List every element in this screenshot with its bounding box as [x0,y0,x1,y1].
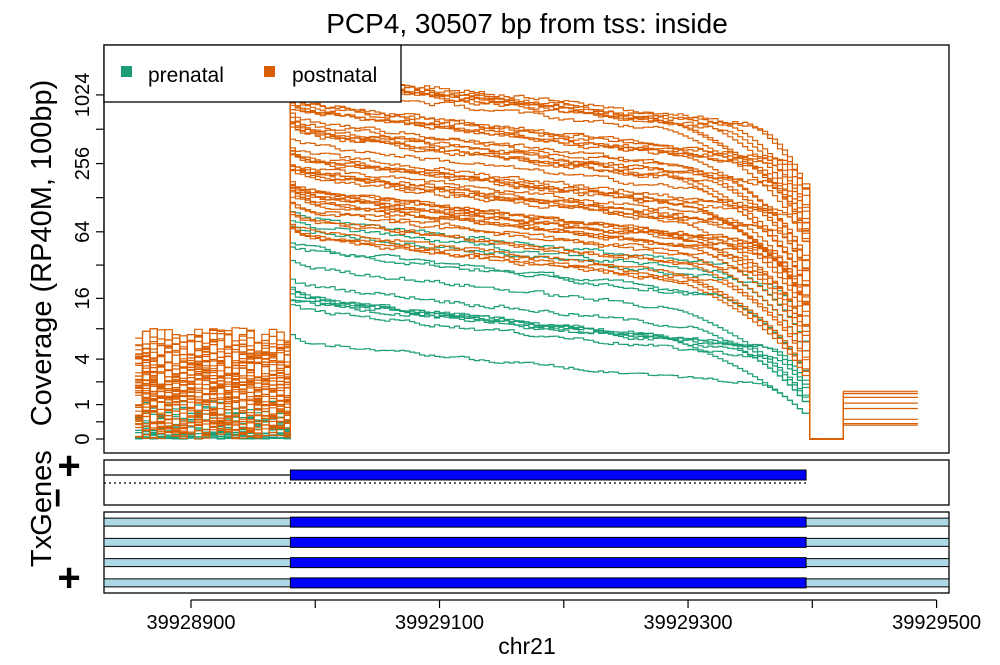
y-tick-label: 16 [72,287,94,309]
tx-track: + [57,511,950,600]
y-tick-label: 256 [72,147,94,180]
tx-exon [289,536,807,548]
coverage-line-postnatal [135,164,918,440]
tx-plus-strand-label: + [57,556,80,600]
x-tick-label: 39929300 [644,612,733,634]
genes-track: + − [39,444,950,508]
chart-title: PCP4, 30507 bp from tss: inside [326,8,728,39]
x-tick-label: 39928900 [146,612,235,634]
tx-rows [103,516,950,589]
tx-exon [289,577,807,589]
coverage-panel: 0 1 4 16 64 256 1024 prenatal postnatal [72,44,950,454]
coverage-line-postnatal [135,226,819,440]
x-axis-label: chr21 [498,633,556,659]
coverage-line-postnatal [135,228,819,440]
coverage-line-postnatal [135,165,918,440]
y-axis-label: Coverage (RP40M, 100bp) [26,80,58,427]
y-tick-label: 1 [72,399,94,410]
coverage-line-postnatal [135,116,819,440]
genes-plus-strand-label: + [57,444,80,488]
legend-label-postnatal: postnatal [292,64,377,87]
coverage-line-postnatal [135,62,819,440]
legend-label-prenatal: prenatal [148,64,224,87]
coverage-line-prenatal [135,225,819,440]
x-tick-label: 39929100 [395,612,484,634]
y-axis: 0 1 4 16 64 256 1024 [72,73,105,445]
coverage-line-prenatal [135,300,819,440]
tx-track-frame [103,511,950,594]
tx-exon [289,516,807,528]
legend-box [103,44,402,103]
genes-minus-strand-label: − [39,488,77,508]
tx-track-label: Tx [26,534,58,567]
coverage-line-prenatal [135,299,819,440]
legend: prenatal postnatal [103,44,402,103]
x-axis: 39928900 39929100 39929300 39929500 [146,599,981,634]
legend-swatch-postnatal [264,66,275,77]
y-tick-label: 64 [72,221,94,243]
y-tick-label: 1024 [72,73,94,118]
coverage-line-postnatal [135,227,819,440]
y-tick-label: 4 [72,354,94,365]
coverage-lines [135,62,918,440]
x-tick-label: 39929500 [892,612,981,634]
coverage-line-postnatal [135,189,819,440]
legend-swatch-prenatal [121,66,132,77]
coverage-line-postnatal [135,165,918,440]
y-tick-label: 0 [72,433,94,444]
gene-exon [289,469,807,481]
tx-exon [289,557,807,569]
genes-track-label: Genes [26,450,58,535]
